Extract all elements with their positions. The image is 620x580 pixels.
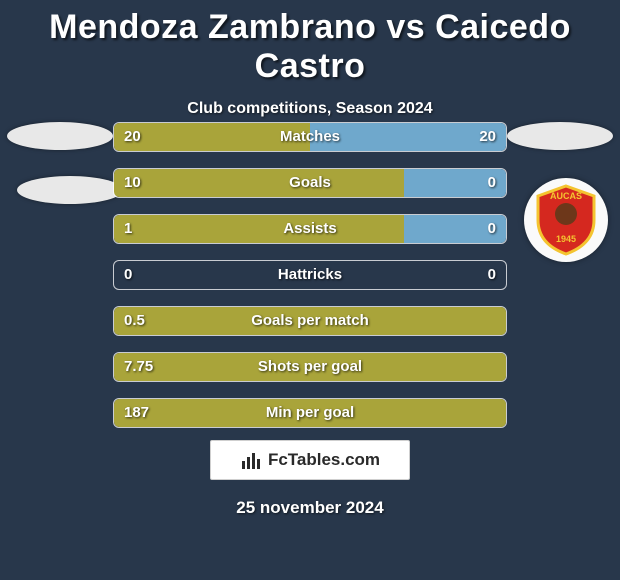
stat-value-right: 0 bbox=[488, 169, 496, 198]
stat-value-right: 0 bbox=[488, 215, 496, 244]
stat-label: Goals bbox=[114, 169, 506, 198]
stat-row: 187Min per goal bbox=[113, 398, 507, 428]
subtitle: Club competitions, Season 2024 bbox=[0, 100, 620, 118]
player-oval-2 bbox=[507, 122, 613, 150]
stat-label: Matches bbox=[114, 123, 506, 152]
page-title: Mendoza Zambrano vs Caicedo Castro bbox=[0, 0, 620, 86]
crest-text-top: AUCAS bbox=[550, 191, 582, 201]
stat-label: Min per goal bbox=[114, 399, 506, 428]
player-oval-1 bbox=[17, 176, 123, 204]
player-oval-0 bbox=[7, 122, 113, 150]
stat-label: Hattricks bbox=[114, 261, 506, 290]
bars-icon bbox=[240, 449, 262, 471]
brand-logo: FcTables.com bbox=[210, 440, 410, 480]
stat-label: Shots per goal bbox=[114, 353, 506, 382]
shield-icon: AUCAS 1945 bbox=[534, 184, 598, 256]
stat-row: 0Hattricks0 bbox=[113, 260, 507, 290]
stat-row: 10Goals0 bbox=[113, 168, 507, 198]
stat-row: 7.75Shots per goal bbox=[113, 352, 507, 382]
stat-value-right: 20 bbox=[479, 123, 496, 152]
footer-date: 25 november 2024 bbox=[0, 498, 620, 518]
crest-text-bottom: 1945 bbox=[556, 234, 576, 244]
stat-row: 20Matches20 bbox=[113, 122, 507, 152]
stat-value-right: 0 bbox=[488, 261, 496, 290]
stat-row: 1Assists0 bbox=[113, 214, 507, 244]
brand-text: FcTables.com bbox=[268, 450, 380, 470]
stats-rows: 20Matches2010Goals01Assists00Hattricks00… bbox=[113, 122, 507, 444]
team-crest: AUCAS 1945 bbox=[524, 178, 608, 262]
stat-label: Goals per match bbox=[114, 307, 506, 336]
stat-label: Assists bbox=[114, 215, 506, 244]
stat-row: 0.5Goals per match bbox=[113, 306, 507, 336]
